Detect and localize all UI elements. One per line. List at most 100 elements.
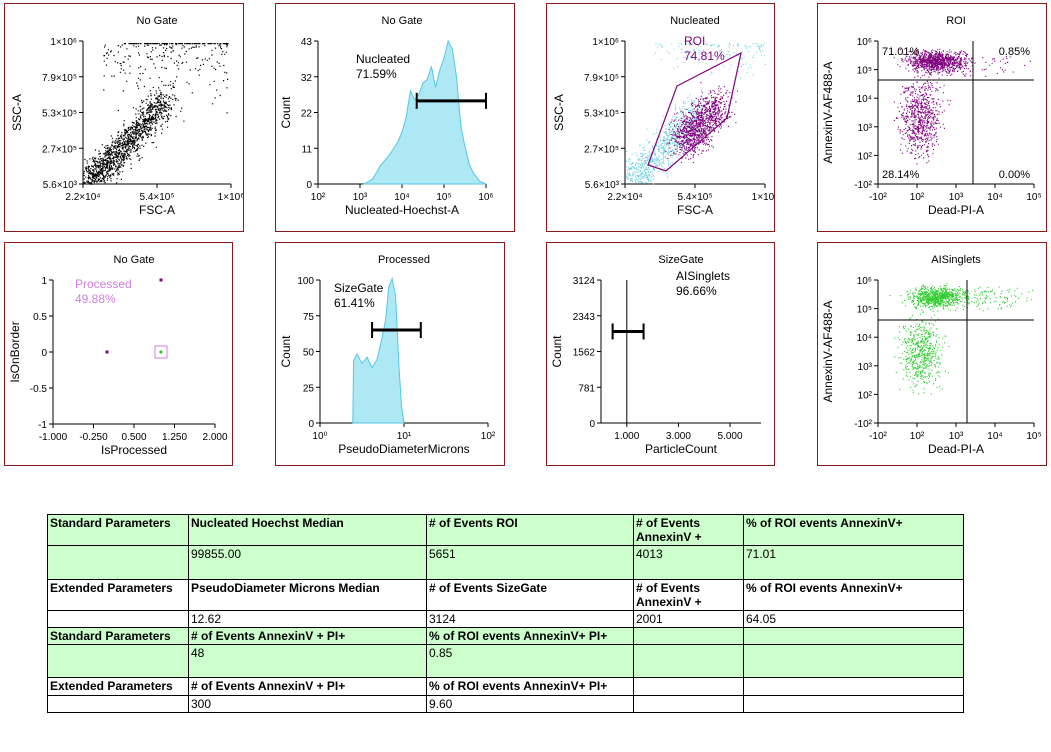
plot-p1-svg: No Gate 2.2×10⁴ 5.4×10⁵ 1×10⁶ 1×10⁶ 7.9×10⁵ 5.… bbox=[10, 15, 243, 217]
plot-p6-svg: Processed 10⁰ 10¹ 10² 100 75 50 25 0 PseudoDiamet… bbox=[279, 254, 496, 456]
x-tick-label: 10⁴ bbox=[987, 192, 1002, 203]
x-axis-label: ParticleCount bbox=[645, 442, 718, 456]
y-tick-label: -1 bbox=[38, 420, 47, 431]
table-cell: % of ROI events AnnexinV+ PI+ bbox=[426, 677, 634, 696]
table-cell: 3124 bbox=[426, 610, 634, 628]
plot-panel-roi: ROI -10² 10² 10³ 10⁴ 10⁵ 10⁶ 10⁵ 10⁴ 10³ 10² -10² De… bbox=[817, 3, 1047, 232]
table-cell: 0.85 bbox=[426, 644, 634, 678]
event-dots-roi bbox=[663, 82, 738, 164]
plot-p3-svg: Nucleated 2.2×10⁴ 5.4×10⁵ 1×10⁶ 1×10⁶ 7.9×10⁵… bbox=[552, 15, 774, 217]
table-cell bbox=[743, 627, 964, 645]
table-cell: # of Events AnnexinV + bbox=[633, 514, 744, 546]
table-row: Standard Parameters # of Events AnnexinV … bbox=[47, 627, 964, 645]
x-tick-label: 5.4×10⁵ bbox=[139, 192, 174, 203]
plot-title: ROI bbox=[946, 15, 966, 27]
y-tick-label: 3124 bbox=[573, 276, 596, 287]
y-axis-label: IsOnBorder bbox=[8, 321, 22, 382]
x-tick-label: 3.000 bbox=[666, 431, 691, 442]
table-cell bbox=[47, 695, 189, 713]
event-dots-cyan bbox=[625, 43, 766, 185]
x-tick-label: 10⁴ bbox=[987, 431, 1002, 442]
table-cell bbox=[743, 677, 964, 696]
table-cell: 9.60 bbox=[426, 695, 634, 713]
quadrant-ur-percent: 0.85% bbox=[999, 46, 1030, 58]
table-cell: # of Events SizeGate bbox=[426, 579, 634, 611]
y-tick-label: 5.3×10⁵ bbox=[584, 109, 619, 120]
plot-title: Nucleated bbox=[670, 15, 720, 27]
table-row: 48 0.85 bbox=[47, 644, 964, 678]
plot-panel-no-gate-isprocessed: No Gate -1.000 -0.250 0.500 1.250 2.000 1 0.5 0 -… bbox=[4, 242, 233, 466]
y-axis-label: AnnexinV-AF488-A bbox=[821, 61, 835, 163]
processed-gate-box bbox=[154, 345, 168, 359]
gate-label: Nucleated bbox=[356, 52, 410, 66]
table-cell: PseudoDiameter Microns Median bbox=[188, 579, 427, 611]
x-tick-label: 10³ bbox=[949, 431, 964, 442]
table-cell: Extended Parameters bbox=[47, 677, 189, 696]
quadrant-ll-percent: 28.14% bbox=[882, 169, 920, 181]
event-dots bbox=[83, 43, 229, 185]
histogram-area bbox=[362, 39, 487, 185]
x-tick-label: 2.2×10⁴ bbox=[607, 192, 642, 203]
table-row: Standard Parameters Nucleated Hoechst Med… bbox=[47, 514, 964, 546]
y-tick-label: -10² bbox=[854, 180, 872, 191]
gate-label: Processed bbox=[75, 277, 132, 291]
y-tick-label: 2.7×10⁵ bbox=[42, 144, 77, 155]
table-cell: % of ROI events AnnexinV+ bbox=[743, 579, 964, 611]
x-tick-label: 1.000 bbox=[614, 431, 639, 442]
y-tick-label: 0.5 bbox=[33, 312, 47, 323]
x-tick-label: 10² bbox=[481, 431, 496, 442]
table-cell bbox=[633, 644, 744, 678]
y-tick-label: 2.7×10⁵ bbox=[584, 144, 619, 155]
y-tick-label: -10² bbox=[854, 419, 872, 430]
y-axis-label: AnnexinV-AF488-A bbox=[821, 300, 835, 402]
table-row: 12.62 3124 2001 64.05 bbox=[47, 610, 964, 628]
y-tick-label: 10⁵ bbox=[857, 305, 872, 316]
plot-panel-no-gate-fsc-ssc: No Gate 2.2×10⁴ 5.4×10⁵ 1×10⁶ 1×10⁶ 7.9×10⁵ 5.… bbox=[4, 3, 244, 232]
x-tick-label: 1.250 bbox=[162, 432, 187, 443]
plot-panel-nucleated: Nucleated 2.2×10⁴ 5.4×10⁵ 1×10⁶ 1×10⁶ 7.9×10⁵… bbox=[546, 3, 775, 232]
x-tick-label: 10² bbox=[910, 431, 925, 442]
y-tick-label: 10² bbox=[858, 151, 873, 162]
y-tick-label: 0 bbox=[41, 348, 47, 359]
x-tick-label: 10¹ bbox=[397, 431, 412, 442]
x-tick-label: 10⁶ bbox=[478, 192, 493, 203]
x-tick-label: 1×10⁶ bbox=[218, 192, 243, 203]
plot-title: Processed bbox=[378, 254, 430, 266]
y-tick-label: 32 bbox=[301, 73, 313, 84]
y-tick-label: 7.9×10⁵ bbox=[42, 73, 77, 84]
x-tick-label: 5.000 bbox=[718, 431, 743, 442]
table-cell: Standard Parameters bbox=[47, 627, 189, 645]
x-axis-label: Nucleated-Hoechst-A bbox=[345, 203, 459, 217]
y-tick-label: 75 bbox=[303, 312, 315, 323]
x-tick-label: -0.250 bbox=[79, 432, 108, 443]
x-tick-label: 10² bbox=[910, 192, 925, 203]
gate-percent: 61.41% bbox=[334, 296, 375, 310]
y-axis-label: SSC-A bbox=[10, 94, 24, 131]
table-row: Extended Parameters PseudoDiameter Micron… bbox=[47, 579, 964, 611]
table-cell bbox=[633, 627, 744, 645]
table-cell bbox=[743, 695, 964, 713]
y-tick-label: 10⁶ bbox=[857, 37, 872, 48]
plot-panel-no-gate-hoechst: No Gate 10² 10³ 10⁴ 10⁵ 10⁶ 43 32 22 11 0 Nucleated… bbox=[275, 3, 515, 232]
x-tick-label: 10⁵ bbox=[1026, 192, 1041, 203]
table-cell: 4013 bbox=[633, 545, 744, 580]
x-tick-label: -10² bbox=[869, 431, 887, 442]
table-cell: Extended Parameters bbox=[47, 579, 189, 611]
table-cell: 12.62 bbox=[188, 610, 427, 628]
plot-panel-aisinglets: AISinglets -10² 10² 10³ 10⁴ 10⁵ 10⁶ 10⁵ 10⁴ 10³ 10… bbox=[817, 242, 1047, 466]
gate-label: SizeGate bbox=[334, 281, 384, 295]
y-tick-label: 7.9×10⁵ bbox=[584, 73, 619, 84]
y-tick-label: 10⁴ bbox=[857, 333, 872, 344]
y-tick-label: 5.6×10³ bbox=[585, 180, 620, 191]
x-tick-label: 1×10⁶ bbox=[752, 192, 774, 203]
y-tick-label: 43 bbox=[301, 37, 313, 48]
y-tick-label: 11 bbox=[302, 144, 313, 155]
event-dots bbox=[889, 283, 1034, 395]
table-cell: 48 bbox=[188, 644, 427, 678]
plot-p8-svg: AISinglets -10² 10² 10³ 10⁴ 10⁵ 10⁶ 10⁵ 10⁴ 10³ 10… bbox=[821, 254, 1042, 456]
table-cell bbox=[47, 644, 189, 678]
x-tick-label: 2.2×10⁴ bbox=[65, 192, 100, 203]
gate-percent: 74.81% bbox=[684, 49, 725, 63]
x-tick-label: 5.4×10⁵ bbox=[677, 192, 712, 203]
statistics-table-body: Standard Parameters Nucleated Hoechst Med… bbox=[47, 514, 964, 713]
